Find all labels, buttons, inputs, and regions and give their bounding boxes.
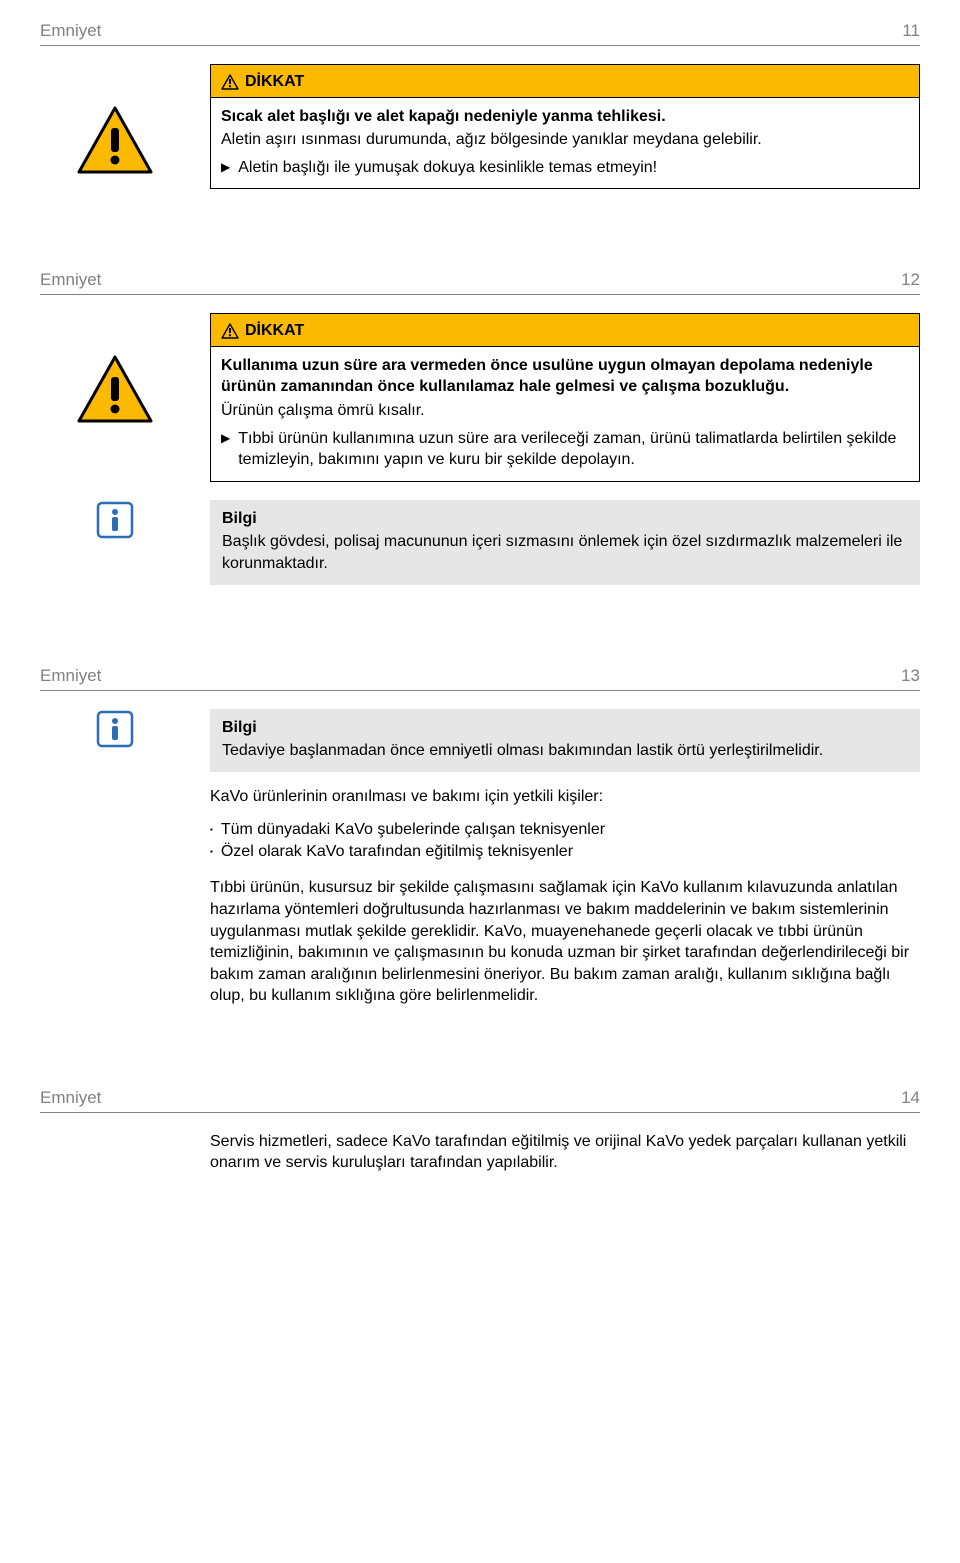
warning-triangle-small-icon bbox=[221, 74, 239, 90]
section-header-11: Emniyet 11 bbox=[40, 20, 920, 46]
triangle-bullet-icon: ▶ bbox=[221, 157, 230, 177]
caution-title-bar: DİKKAT bbox=[211, 65, 919, 98]
caution-bullet-text: Tıbbi ürünün kullanımına uzun süre ara v… bbox=[238, 428, 909, 471]
square-bullet-icon: ▪ bbox=[210, 819, 213, 841]
info-text: Başlık gövdesi, polisaj macununun içeri … bbox=[222, 531, 908, 574]
info-text: Tedaviye başlanmadan önce emniyetli olma… bbox=[222, 740, 908, 762]
section-title: Emniyet bbox=[40, 20, 101, 43]
list-item-text: Tüm dünyadaki KaVo şubelerinde çalışan t… bbox=[221, 819, 605, 841]
section-title: Emniyet bbox=[40, 665, 101, 688]
info-icon-col bbox=[40, 500, 190, 585]
warning-triangle-small-icon bbox=[221, 323, 239, 339]
caution-text: Aletin aşırı ısınması durumunda, ağız bö… bbox=[221, 129, 909, 151]
info-row: Bilgi Başlık gövdesi, polisaj macununun … bbox=[40, 500, 920, 585]
caution-label: DİKKAT bbox=[245, 320, 304, 342]
section-header-13: Emniyet 13 bbox=[40, 665, 920, 691]
list-item-text: Özel olarak KaVo tarafından eğitilmiş te… bbox=[221, 841, 573, 863]
plain-text-block: KaVo ürünlerinin oranılması ve bakımı iç… bbox=[210, 786, 920, 1007]
warning-triangle-icon bbox=[75, 353, 155, 425]
caution-body: Sıcak alet başlığı ve alet kapağı nedeni… bbox=[211, 98, 919, 189]
section-number: 14 bbox=[901, 1087, 920, 1110]
info-row: Bilgi Tedaviye başlanmadan önce emniyetl… bbox=[40, 709, 920, 772]
section-13-body: Bilgi Tedaviye başlanmadan önce emniyetl… bbox=[40, 709, 920, 1007]
side-icon-col bbox=[40, 64, 190, 189]
list-item: ▪ Tüm dünyadaki KaVo şubelerinde çalışan… bbox=[210, 819, 920, 841]
caution-bullet-text: Aletin başlığı ile yumuşak dokuya kesinl… bbox=[238, 157, 657, 179]
side-icon-col bbox=[40, 313, 190, 482]
caution-label: DİKKAT bbox=[245, 71, 304, 93]
section-title: Emniyet bbox=[40, 1087, 101, 1110]
caution-box: DİKKAT Sıcak alet başlığı ve alet kapağı… bbox=[210, 64, 920, 189]
info-label: Bilgi bbox=[222, 717, 908, 739]
caution-bold: Sıcak alet başlığı ve alet kapağı nedeni… bbox=[221, 106, 909, 128]
section-title: Emniyet bbox=[40, 269, 101, 292]
section-header-12: Emniyet 12 bbox=[40, 269, 920, 295]
caution-bold: Kullanıma uzun süre ara vermeden önce us… bbox=[221, 355, 909, 398]
triangle-bullet-icon: ▶ bbox=[221, 428, 230, 448]
caution-box: DİKKAT Kullanıma uzun süre ara vermeden … bbox=[210, 313, 920, 482]
warning-triangle-icon bbox=[75, 104, 155, 176]
info-icon-col bbox=[40, 709, 190, 772]
content-col: DİKKAT Sıcak alet başlığı ve alet kapağı… bbox=[210, 64, 920, 189]
section-11-body: DİKKAT Sıcak alet başlığı ve alet kapağı… bbox=[40, 64, 920, 189]
section-number: 11 bbox=[902, 20, 920, 43]
caution-body: Kullanıma uzun süre ara vermeden önce us… bbox=[211, 347, 919, 481]
paragraph: Servis hizmetleri, sadece KaVo tarafında… bbox=[210, 1131, 920, 1174]
section-12-body: DİKKAT Kullanıma uzun süre ara vermeden … bbox=[40, 313, 920, 584]
authorized-list: ▪ Tüm dünyadaki KaVo şubelerinde çalışan… bbox=[210, 819, 920, 863]
caution-bullet: ▶ Aletin başlığı ile yumuşak dokuya kesi… bbox=[221, 157, 909, 179]
list-item: ▪ Özel olarak KaVo tarafından eğitilmiş … bbox=[210, 841, 920, 863]
content-col: DİKKAT Kullanıma uzun süre ara vermeden … bbox=[210, 313, 920, 482]
authorized-intro: KaVo ürünlerinin oranılması ve bakımı iç… bbox=[210, 786, 920, 808]
section-number: 12 bbox=[901, 269, 920, 292]
section-number: 13 bbox=[901, 665, 920, 688]
section-14-body: Servis hizmetleri, sadece KaVo tarafında… bbox=[40, 1131, 920, 1174]
square-bullet-icon: ▪ bbox=[210, 841, 213, 863]
caution-title-bar: DİKKAT bbox=[211, 314, 919, 347]
paragraph: Tıbbi ürünün, kusursuz bir şekilde çalış… bbox=[210, 877, 920, 1007]
info-box: Bilgi Tedaviye başlanmadan önce emniyetl… bbox=[210, 709, 920, 772]
plain-text-block: Servis hizmetleri, sadece KaVo tarafında… bbox=[210, 1131, 920, 1174]
caution-text: Ürünün çalışma ömrü kısalır. bbox=[221, 400, 909, 422]
info-box: Bilgi Başlık gövdesi, polisaj macununun … bbox=[210, 500, 920, 585]
info-icon bbox=[95, 709, 135, 749]
caution-bullet: ▶ Tıbbi ürünün kullanımına uzun süre ara… bbox=[221, 428, 909, 471]
info-label: Bilgi bbox=[222, 508, 908, 530]
section-header-14: Emniyet 14 bbox=[40, 1087, 920, 1113]
info-icon bbox=[95, 500, 135, 540]
